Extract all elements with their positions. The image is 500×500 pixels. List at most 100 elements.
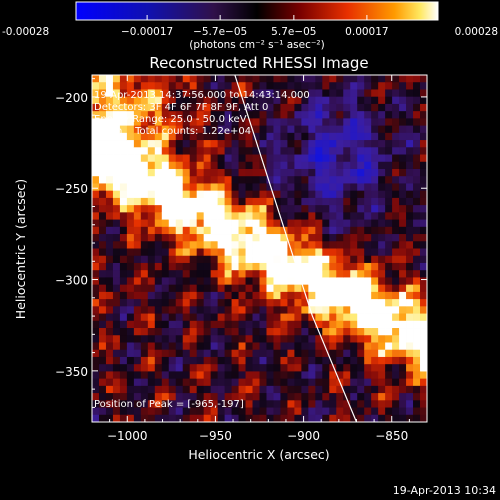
heatmap-cell [329, 248, 337, 257]
heatmap-cell [392, 205, 400, 213]
heatmap-cell [196, 183, 205, 192]
heatmap-cell [182, 393, 191, 401]
heatmap-cell [392, 132, 400, 141]
heatmap-cell [112, 82, 121, 90]
heatmap-cell [420, 284, 427, 293]
heatmap-cell [238, 219, 246, 228]
heatmap-cell [420, 140, 427, 148]
heatmap-cell [350, 234, 358, 242]
heatmap-cell [364, 378, 372, 387]
heatmap-cell [294, 364, 302, 372]
heatmap-cell [364, 371, 372, 380]
heatmap-cell [126, 176, 135, 184]
heatmap-cell [259, 140, 267, 148]
heatmap-cell [133, 161, 142, 170]
heatmap-cell [287, 234, 295, 242]
heatmap-cell [98, 320, 107, 329]
heatmap-cell [119, 183, 128, 192]
heatmap-cell [217, 168, 226, 177]
heatmap-cell [301, 320, 309, 329]
heatmap-cell [175, 335, 184, 343]
heatmap-cell [371, 82, 379, 90]
heatmap-cell [266, 197, 274, 206]
heatmap-cell [287, 335, 295, 343]
heatmap-cell [92, 82, 100, 90]
heatmap-cell [273, 385, 281, 394]
heatmap-cell [392, 234, 400, 242]
heatmap-cell [224, 234, 232, 242]
heatmap-cell [280, 190, 288, 199]
heatmap-cell [119, 277, 128, 286]
heatmap-cell [392, 335, 400, 343]
heatmap-cell [399, 371, 407, 380]
heatmap-cell [322, 154, 330, 163]
heatmap-cell [378, 342, 386, 351]
heatmap-cell [287, 385, 295, 394]
heatmap-cell [280, 270, 288, 278]
heatmap-cell [105, 299, 114, 307]
heatmap-cell [189, 197, 198, 206]
heatmap-cell [168, 328, 177, 336]
heatmap-cell [287, 132, 295, 141]
heatmap-cell [371, 89, 379, 98]
heatmap-cell [126, 96, 135, 105]
heatmap-cell [266, 248, 274, 257]
heatmap-cell [119, 161, 128, 170]
heatmap-cell [399, 154, 407, 163]
heatmap-cell [245, 168, 253, 177]
heatmap-cell [266, 219, 274, 228]
heatmap-cell [182, 190, 191, 199]
heatmap-cell [133, 320, 142, 329]
heatmap-cell [280, 161, 288, 170]
heatmap-cell [371, 320, 379, 329]
heatmap-cell [301, 407, 309, 416]
heatmap-cell [329, 154, 337, 163]
heatmap-cell [350, 205, 358, 213]
heatmap-cell [350, 212, 358, 220]
heatmap-cell [140, 356, 149, 365]
heatmap-cell [399, 147, 407, 155]
heatmap-cell [273, 262, 281, 271]
heatmap-cell [92, 147, 100, 155]
heatmap-cell [336, 291, 344, 300]
heatmap-cell [280, 255, 288, 264]
heatmap-cell [161, 371, 170, 380]
heatmap-cell [217, 364, 226, 372]
heatmap-cell [329, 176, 337, 184]
heatmap-cell [350, 262, 358, 271]
heatmap-cell [126, 400, 135, 408]
heatmap-cell [406, 154, 414, 163]
heatmap-cell [245, 147, 253, 155]
heatmap-cell [378, 212, 386, 220]
heatmap-cell [294, 212, 302, 220]
heatmap-cell [231, 262, 239, 271]
heatmap-cell [182, 212, 191, 220]
heatmap-cell [301, 154, 309, 163]
heatmap-cell [217, 255, 226, 264]
heatmap-cell [119, 414, 128, 422]
heatmap-cell [329, 183, 337, 192]
heatmap-cell [259, 241, 267, 249]
heatmap-cell [210, 356, 219, 365]
heatmap-cell [196, 132, 205, 141]
heatmap-cell [98, 400, 107, 408]
heatmap-cell [112, 299, 121, 307]
heatmap-cell [133, 248, 142, 257]
heatmap-cell [119, 234, 128, 242]
heatmap-cell [196, 241, 205, 249]
heatmap-cell [273, 118, 281, 127]
heatmap-cell [413, 75, 421, 83]
heatmap-cell [189, 262, 198, 271]
heatmap-cell [105, 371, 114, 380]
heatmap-cell [413, 168, 421, 177]
heatmap-cell [364, 299, 372, 307]
heatmap-cell [140, 132, 149, 141]
heatmap-cell [154, 219, 163, 228]
heatmap-cell [140, 111, 149, 119]
heatmap-cell [364, 183, 372, 192]
heatmap-cell [168, 284, 177, 293]
heatmap-cell [105, 262, 114, 271]
heatmap-cell [273, 306, 281, 314]
heatmap-cell [273, 89, 281, 98]
heatmap-cell [147, 183, 156, 192]
